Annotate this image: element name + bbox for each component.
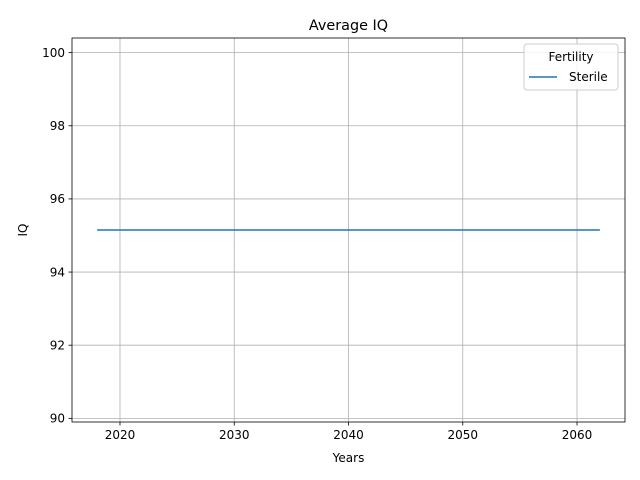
x-tick-label: 2060 xyxy=(562,428,593,442)
legend-title: Fertility xyxy=(548,50,593,64)
y-tick-label: 94 xyxy=(50,265,65,279)
y-tick-label: 92 xyxy=(50,338,65,352)
x-tick-label: 2050 xyxy=(447,428,478,442)
y-tick-label: 90 xyxy=(50,412,65,426)
y-axis-label: IQ xyxy=(16,224,30,237)
x-tick-label: 2020 xyxy=(105,428,136,442)
x-tick-label: 2040 xyxy=(333,428,364,442)
legend-box xyxy=(523,43,619,91)
axis-ticks: 2020 2030 2040 2050 2060 90 92 94 96 98 100 xyxy=(42,46,592,442)
y-tick-label: 96 xyxy=(50,192,65,206)
y-tick-label: 100 xyxy=(42,46,65,60)
x-tick-label: 2030 xyxy=(219,428,250,442)
y-tick-label: 98 xyxy=(50,119,65,133)
legend-label-sterile: Sterile xyxy=(569,70,608,84)
x-axis-label: Years xyxy=(332,451,365,465)
chart-title: Average IQ xyxy=(309,18,388,34)
legend: Fertility Sterile xyxy=(523,43,619,91)
